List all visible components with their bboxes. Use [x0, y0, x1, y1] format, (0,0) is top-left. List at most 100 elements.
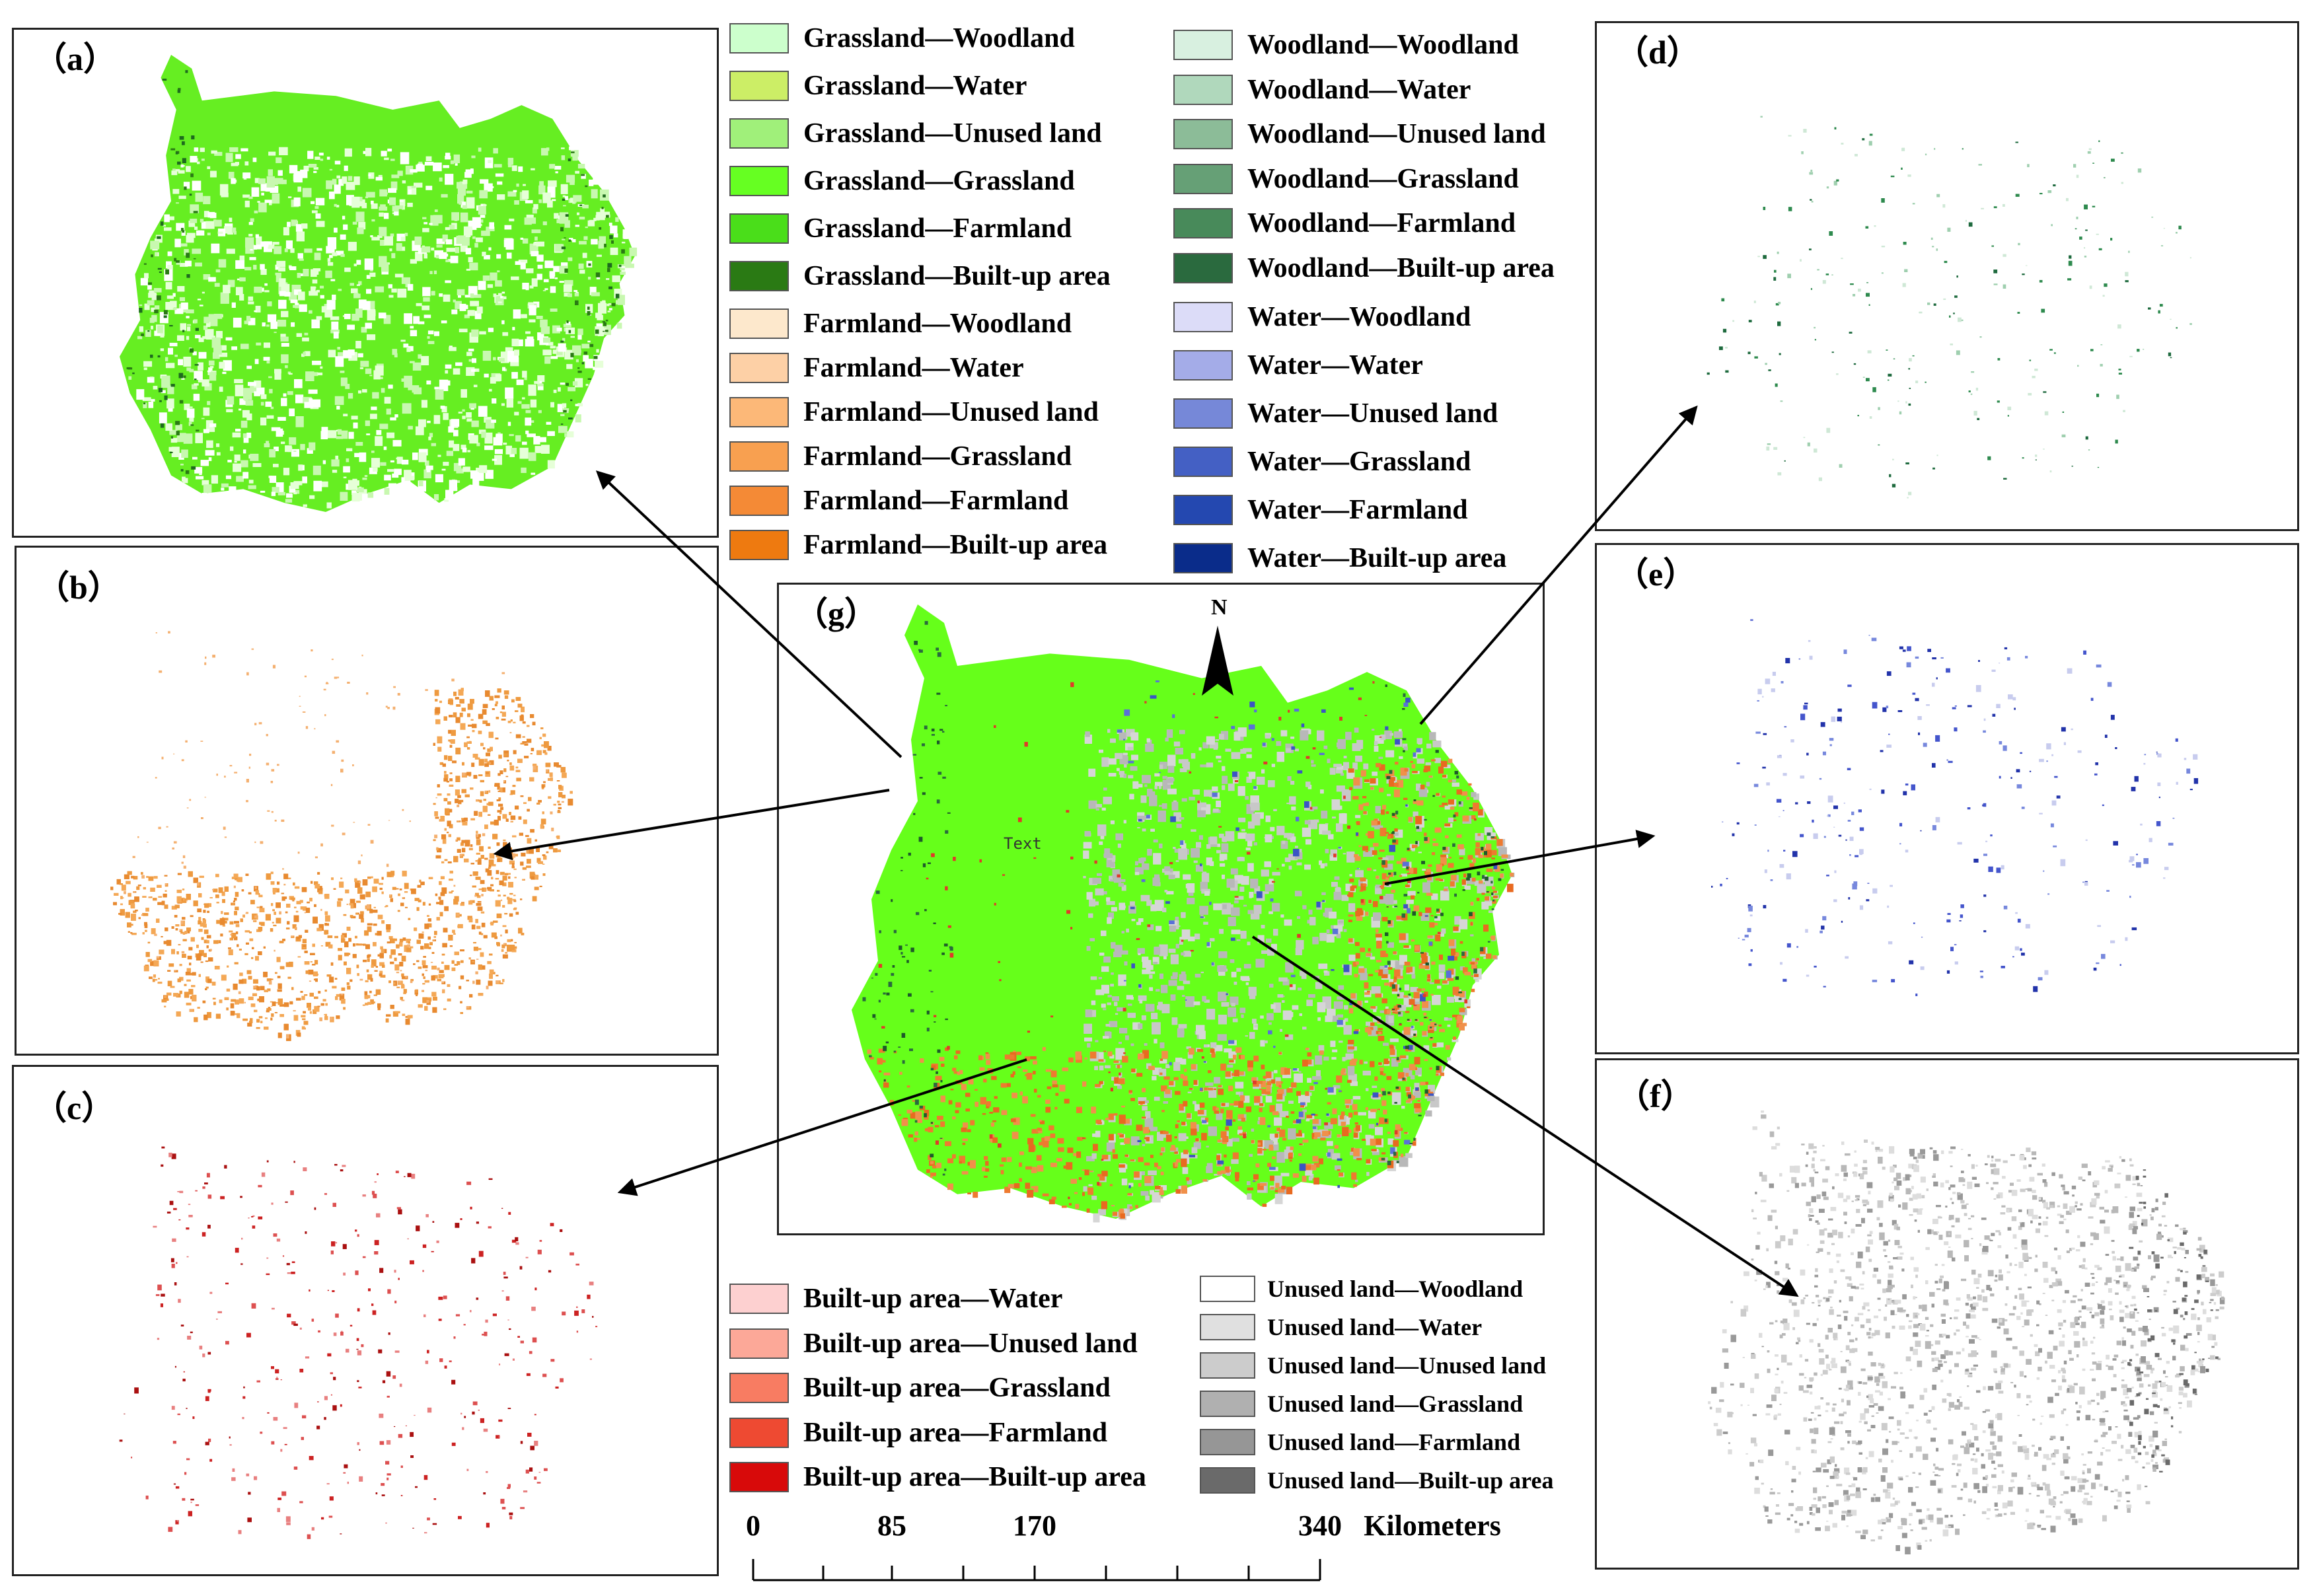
legend-swatch [1173, 119, 1233, 149]
legend-item-builtup-0: Built-up area—Water [729, 1283, 1062, 1315]
legend-swatch [729, 23, 789, 54]
legend-swatch [1173, 302, 1233, 332]
legend-item-woodland-1: Woodland—Water [1173, 74, 1471, 106]
legend-item-woodland-4: Woodland—Farmland [1173, 207, 1516, 239]
legend-swatch [1173, 495, 1233, 525]
legend-item-grassland-0: Grassland—Woodland [729, 22, 1075, 54]
scale-unit: Kilometers [1364, 1509, 1501, 1542]
legend-label: Grassland—Farmland [803, 213, 1072, 244]
legend-item-unused-4: Unused land—Farmland [1200, 1428, 1520, 1456]
legend-label: Farmland—Grassland [803, 441, 1072, 472]
legend-swatch [729, 261, 789, 291]
panel-b-label: （b） [36, 569, 121, 606]
panel-g: （g） N Text [777, 583, 1545, 1235]
scale-tick-340: 340 [1298, 1509, 1342, 1542]
legend-label: Water—Unused land [1247, 398, 1498, 429]
legend-item-unused-2: Unused land—Unused land [1200, 1352, 1546, 1379]
legend-item-farmland-3: Farmland—Grassland [729, 441, 1072, 472]
legend-item-grassland-5: Grassland—Built-up area [729, 260, 1111, 292]
legend-swatch [1173, 208, 1233, 238]
legend-item-unused-3: Unused land—Grassland [1200, 1390, 1523, 1418]
legend-swatch [1173, 398, 1233, 429]
legend-label: Built-up area—Farmland [803, 1417, 1108, 1448]
legend-swatch [1200, 1314, 1255, 1340]
legend-label: Woodland—Water [1247, 74, 1471, 105]
legend-label: Unused land—Farmland [1267, 1429, 1521, 1455]
legend-item-woodland-0: Woodland—Woodland [1173, 29, 1519, 61]
legend-item-woodland-3: Woodland—Grassland [1173, 163, 1519, 195]
panel-e: （e） [1595, 543, 2299, 1054]
legend-swatch [1200, 1429, 1255, 1455]
legend-swatch [729, 353, 789, 383]
legend-item-water-0: Water—Woodland [1173, 301, 1471, 333]
legend-item-grassland-1: Grassland—Water [729, 70, 1027, 102]
map-farmland [110, 631, 573, 1041]
legend-label: Water—Farmland [1247, 495, 1468, 525]
map-unused [1708, 1110, 2225, 1554]
map-woodland [1707, 116, 2192, 499]
legend-label: Unused land—Grassland [1267, 1391, 1524, 1417]
legend-label: Built-up area—Water [803, 1284, 1063, 1314]
legend-label: Unused land—Built-up area [1267, 1467, 1554, 1494]
legend-label: Farmland—Farmland [803, 486, 1069, 516]
legend-label: Water—Grassland [1247, 447, 1471, 477]
legend-item-builtup-4: Built-up area—Built-up area [729, 1461, 1146, 1493]
panel-b: （b） [15, 546, 719, 1056]
legend-label: Built-up area—Built-up area [803, 1462, 1146, 1492]
legend-label: Built-up area—Unused land [803, 1328, 1138, 1359]
north-arrow-icon [1202, 626, 1233, 696]
legend-item-builtup-3: Built-up area—Farmland [729, 1417, 1107, 1449]
legend-label: Farmland—Built-up area [803, 530, 1108, 560]
legend-swatch [1200, 1467, 1255, 1494]
panel-a-label: （a） [34, 40, 116, 77]
legend-swatch [729, 71, 789, 101]
legend-item-builtup-2: Built-up area—Grassland [729, 1372, 1111, 1404]
legend-label: Woodland—Grassland [1247, 163, 1519, 194]
legend-item-unused-0: Unused land—Woodland [1200, 1275, 1523, 1303]
map-water [1711, 619, 2199, 996]
panel-d: （d） [1595, 21, 2299, 531]
legend-label: Grassland—Grassland [803, 166, 1075, 196]
legend-label: Grassland—Water [803, 71, 1027, 101]
legend-label: Grassland—Woodland [803, 23, 1075, 54]
legend-item-water-3: Water—Grassland [1173, 446, 1471, 478]
legend-item-water-1: Water—Water [1173, 349, 1423, 381]
legend-label: Water—Built-up area [1247, 543, 1507, 573]
legend-item-grassland-4: Grassland—Farmland [729, 213, 1072, 244]
legend-swatch [729, 118, 789, 149]
scale-tick-0: 0 [746, 1509, 760, 1542]
legend-swatch [729, 441, 789, 472]
legend-label: Farmland—Unused land [803, 397, 1099, 427]
legend-label: Unused land—Woodland [1267, 1276, 1524, 1302]
legend-item-woodland-5: Woodland—Built-up area [1173, 252, 1555, 284]
legend-swatch [1173, 30, 1233, 60]
legend-swatch [729, 397, 789, 427]
legend-swatch [1173, 350, 1233, 381]
legend-swatch [729, 1328, 789, 1359]
legend-item-water-4: Water—Farmland [1173, 494, 1468, 526]
legend-swatch [729, 213, 789, 244]
map-grassland [120, 55, 638, 512]
panel-a: （a） [12, 28, 719, 538]
legend-swatch [1200, 1391, 1255, 1417]
legend-swatch [1173, 252, 1233, 283]
panel-c: （c） [12, 1065, 719, 1576]
legend-label: Woodland—Farmland [1247, 208, 1516, 238]
legend-swatch [729, 1284, 789, 1314]
legend-swatch [729, 166, 789, 196]
legend-swatch [1173, 163, 1233, 194]
legend-item-grassland-2: Grassland—Unused land [729, 118, 1102, 149]
legend-swatch [729, 1417, 789, 1448]
scale-tick-85: 85 [877, 1509, 906, 1542]
legend-swatch [729, 1373, 789, 1403]
legend-swatch [729, 308, 789, 339]
legend-swatch [1173, 543, 1233, 573]
legend-label: Farmland—Water [803, 353, 1024, 383]
legend-item-farmland-5: Farmland—Built-up area [729, 529, 1107, 561]
panel-f: （f） [1595, 1058, 2299, 1570]
legend-label: Water—Water [1247, 350, 1423, 381]
panel-d-label: （d） [1615, 34, 1700, 71]
panel-c-label: （c） [34, 1089, 115, 1126]
map-overview [852, 604, 1515, 1223]
legend-item-farmland-4: Farmland—Farmland [729, 485, 1068, 517]
